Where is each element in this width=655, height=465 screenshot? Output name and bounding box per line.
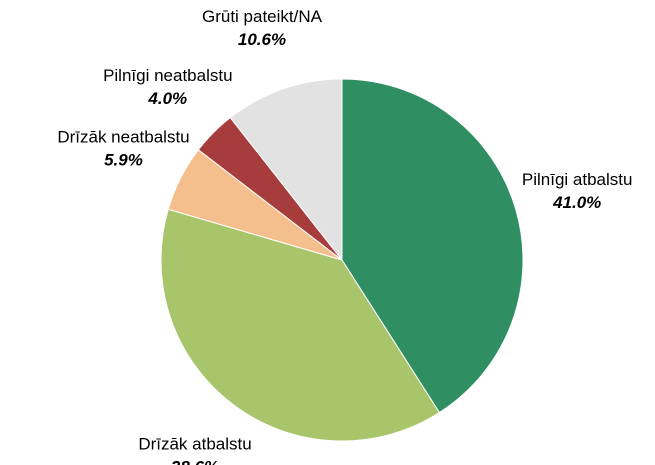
pie-slice [341,78,524,414]
pie-slice [160,208,441,442]
slice-value: 5.9% [104,151,143,170]
slice-label: Grūti pateikt/NA [202,7,323,26]
slice-value: 4.0% [147,89,187,108]
slice-label: Pilnīgi neatbalstu [103,66,232,85]
slice-value: 41.0% [552,193,601,212]
slice-label: Drīzāk atbalstu [138,435,251,454]
slice-value: 38.6% [171,458,219,465]
slice-label: Drīzāk neatbalstu [57,128,189,147]
pie-slice [229,78,343,262]
slice-label: Pilnīgi atbalstu [522,170,633,189]
slice-value: 10.6% [238,30,286,49]
